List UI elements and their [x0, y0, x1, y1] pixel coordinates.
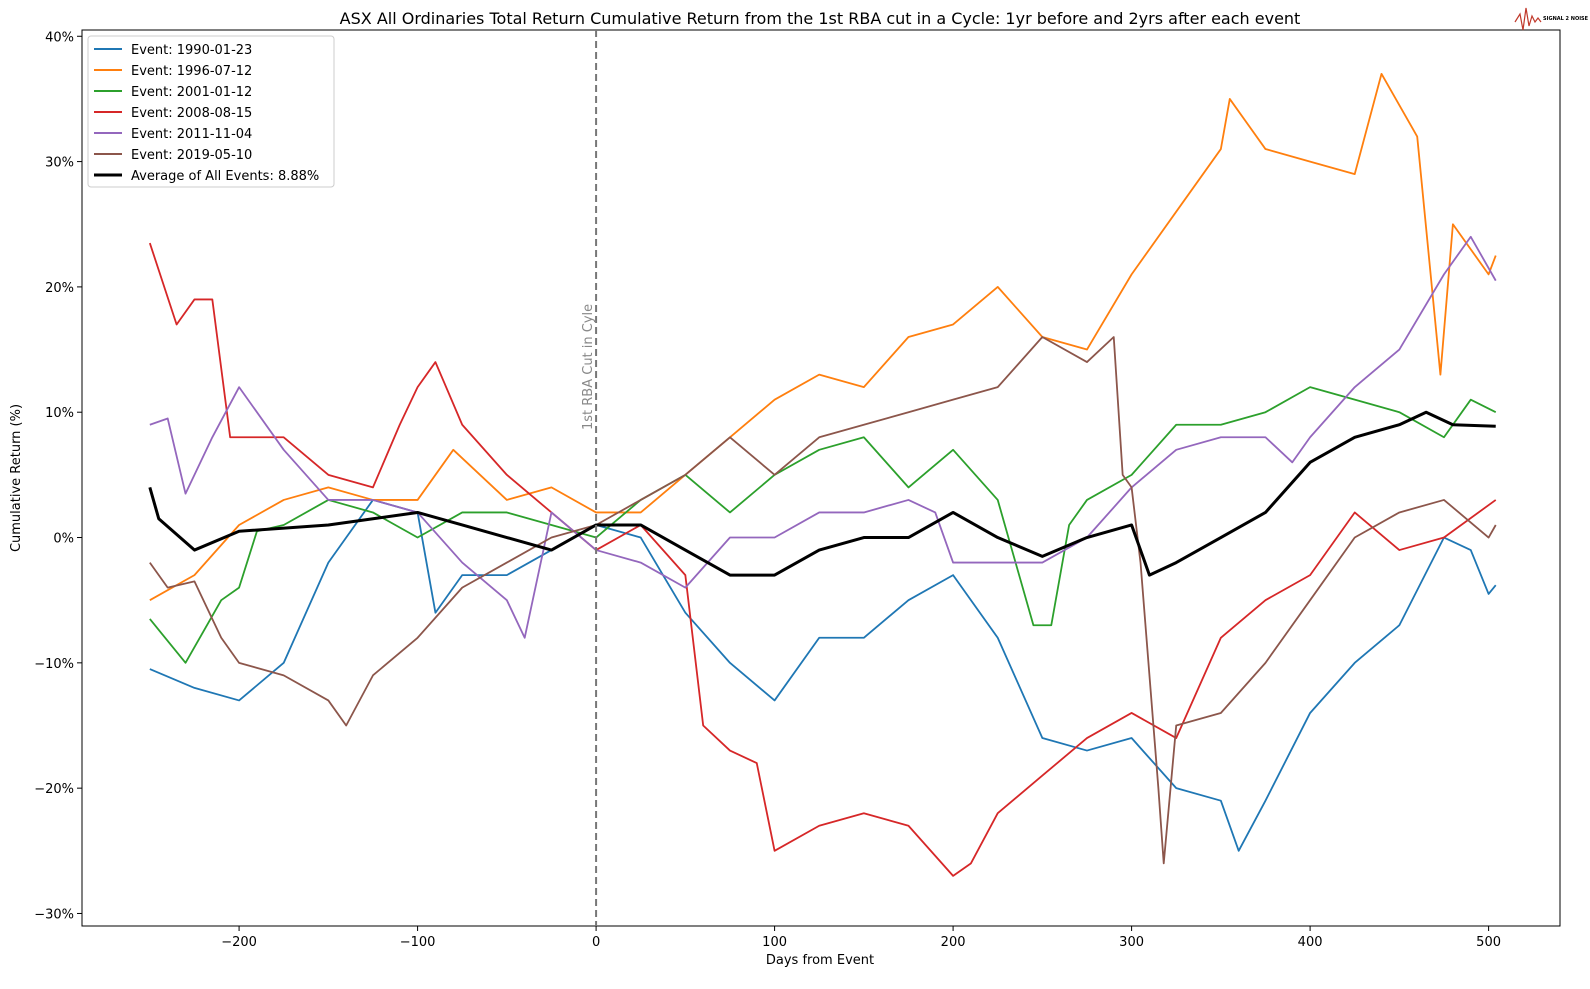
- x-tick-label: 0: [592, 935, 600, 950]
- series-line-3: [148, 242, 1497, 877]
- y-tick-label: −30%: [34, 907, 74, 922]
- event-marker-label: 1st RBA Cut in Cyle: [581, 304, 596, 430]
- series-line-6: [148, 410, 1496, 577]
- y-tick-label: 0%: [53, 532, 74, 547]
- y-tick-label: 20%: [45, 281, 74, 296]
- series-line-4: [149, 235, 1497, 639]
- plot-frame: [81, 29, 1561, 927]
- logo-text: SIGNAL 2 NOISE: [1543, 16, 1589, 22]
- x-tick-label: 500: [1476, 935, 1501, 950]
- y-tick-label: 30%: [45, 156, 74, 171]
- legend-entry: Event: 1990-01-23: [131, 43, 252, 58]
- series-line-5: [149, 336, 1497, 865]
- x-tick-label: 100: [762, 935, 787, 950]
- legend-entry: Event: 2019-05-10: [131, 148, 252, 163]
- legend-entry: Event: 2011-11-04: [131, 127, 252, 142]
- chart-title: ASX All Ordinaries Total Return Cumulati…: [340, 9, 1301, 28]
- series-line-1: [149, 72, 1497, 601]
- y-tick-label: 40%: [45, 30, 74, 45]
- y-axis-label: Cumulative Return (%): [9, 404, 24, 552]
- x-tick-label: −100: [400, 935, 436, 950]
- legend-entry: Event: 2008-08-15: [131, 106, 252, 121]
- x-axis-label: Days from Event: [766, 953, 874, 968]
- legend-entry: Event: 1996-07-12: [131, 64, 252, 79]
- x-tick-label: 200: [941, 935, 966, 950]
- legend-box: [87, 35, 335, 188]
- y-tick-label: −20%: [34, 782, 74, 797]
- series-line-2: [149, 386, 1497, 664]
- logo: SIGNAL 2 NOISE: [1514, 7, 1589, 31]
- logo-waveform-icon: [1514, 7, 1542, 31]
- legend: Event: 1990-01-23 Event: 1996-07-12 Event:…: [87, 35, 335, 188]
- legend-entry: Average of All Events: 8.88%: [131, 169, 319, 184]
- y-tick-label: 10%: [45, 406, 74, 421]
- y-tick-label: −10%: [34, 657, 74, 672]
- x-tick-label: −200: [221, 935, 257, 950]
- series-line-0: [149, 499, 1497, 852]
- x-tick-label: 400: [1298, 935, 1323, 950]
- legend-entry: Event: 2001-01-12: [131, 85, 252, 100]
- x-tick-label: 300: [1119, 935, 1144, 950]
